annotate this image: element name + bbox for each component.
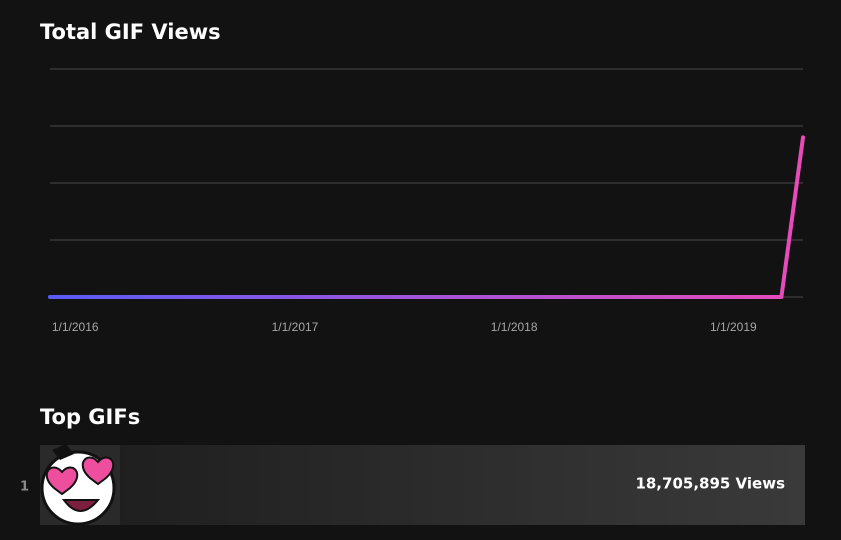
x-tick-label: 1/1/2019 (710, 320, 757, 334)
line (48, 135, 805, 299)
gif-thumbnail[interactable] (40, 444, 120, 526)
x-tick-label: 1/1/2017 (272, 320, 319, 334)
view-count: 18,705,895 Views (635, 475, 785, 493)
gif-row[interactable] (40, 445, 805, 525)
x-tick-label: 1/1/2016 (52, 320, 99, 334)
x-tick-label: 1/1/2018 (491, 320, 538, 334)
chart-title: Total GIF Views (40, 20, 221, 44)
rank: 1 (20, 480, 29, 495)
plot: 1/1/2016 1/1/2017 1/1/2018 1/1/2019 (48, 68, 805, 334)
section-title: Top GIFs (40, 405, 140, 429)
